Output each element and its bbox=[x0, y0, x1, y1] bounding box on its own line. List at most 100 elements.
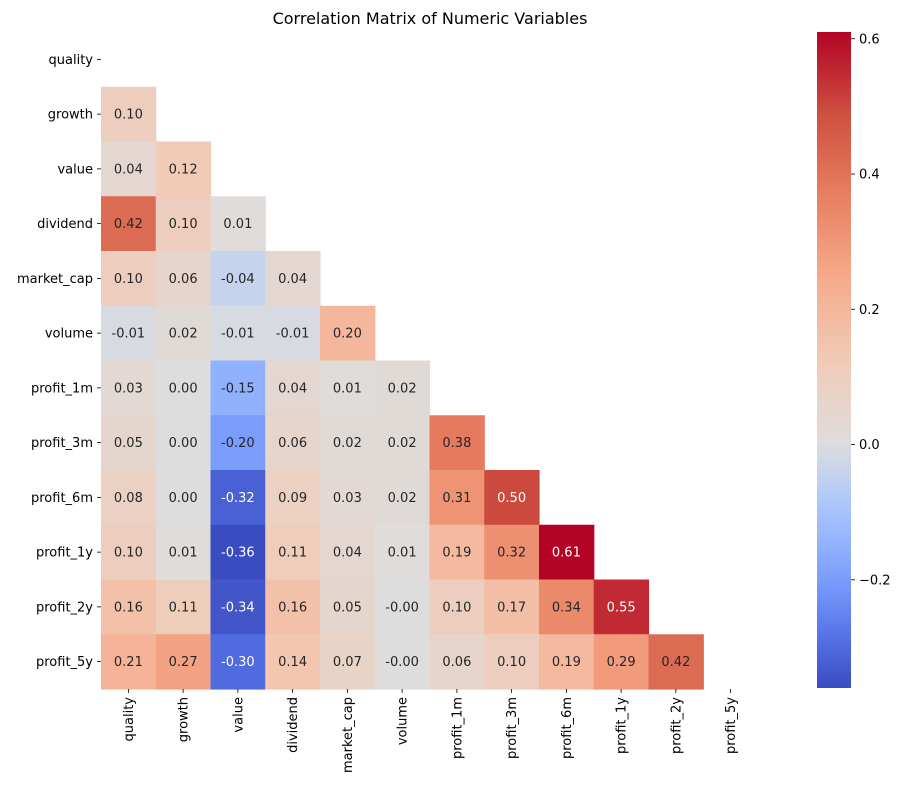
heatmap-cell bbox=[374, 524, 431, 581]
heatmap-cell bbox=[265, 579, 321, 635]
cell-value-label: 0.04 bbox=[333, 546, 362, 561]
cell-value-label: 0.01 bbox=[388, 546, 417, 561]
cell-value-label: -0.32 bbox=[221, 491, 255, 506]
cell-value-label: 0.04 bbox=[278, 272, 307, 287]
heatmap-cell bbox=[265, 305, 321, 362]
heatmap-cell bbox=[155, 415, 212, 471]
cell-value-label: 0.04 bbox=[114, 162, 143, 177]
cell-value-label: 0.55 bbox=[607, 600, 636, 615]
heatmap-cells: 0.10 0.04 0.12 0.42 0.10 0.01 0.10 0.06 -0.04 0.0… bbox=[101, 86, 704, 690]
cell-value-label: 0.27 bbox=[169, 655, 198, 670]
heatmap-cell bbox=[484, 524, 540, 581]
heatmap-cell bbox=[429, 470, 485, 526]
y-axis-tick-label: profit_2y bbox=[36, 600, 93, 615]
heatmap-cell bbox=[320, 415, 376, 471]
x-axis-tick-label: dividend bbox=[286, 697, 301, 753]
heatmap-cell bbox=[265, 251, 321, 307]
heatmap-cell bbox=[155, 196, 212, 252]
heatmap-cell bbox=[155, 141, 212, 197]
cell-value-label: 0.32 bbox=[497, 546, 526, 561]
cell-value-label: 0.50 bbox=[497, 491, 526, 506]
heatmap-cell bbox=[320, 579, 376, 635]
x-axis-tick-label: quality bbox=[122, 697, 137, 742]
heatmap-cell bbox=[484, 579, 540, 635]
cell-value-label: 0.07 bbox=[333, 655, 362, 670]
cell-value-label: 0.14 bbox=[278, 655, 307, 670]
heatmap-cell bbox=[429, 524, 485, 581]
heatmap-cell bbox=[210, 251, 266, 307]
cell-value-label: 0.06 bbox=[442, 655, 471, 670]
heatmap-cell bbox=[374, 415, 431, 471]
heatmap-cell bbox=[320, 634, 376, 690]
cell-value-label: -0.15 bbox=[221, 381, 255, 396]
colorbar-tick-label: 0.0 bbox=[859, 438, 880, 453]
x-axis-tick-label: value bbox=[231, 697, 246, 733]
x-axis-tick-label: profit_1y bbox=[615, 697, 630, 754]
heatmap-cell bbox=[484, 634, 540, 690]
colorbar-tick-label: −0.2 bbox=[859, 573, 891, 588]
cell-value-label: 0.02 bbox=[388, 436, 417, 451]
heatmap-cell bbox=[155, 634, 212, 690]
heatmap-cell bbox=[155, 360, 212, 416]
heatmap-cell bbox=[155, 579, 212, 635]
cell-value-label: -0.01 bbox=[112, 327, 146, 342]
heatmap-cell bbox=[101, 470, 157, 526]
heatmap-cell bbox=[101, 524, 157, 581]
cell-value-label: 0.00 bbox=[169, 436, 198, 451]
x-axis-tick-label: profit_6m bbox=[560, 697, 575, 759]
y-axis-tick-labels: quality growth value dividend market_capvolu… bbox=[17, 53, 101, 670]
cell-value-label: 0.11 bbox=[278, 546, 307, 561]
cell-value-label: 0.16 bbox=[278, 600, 307, 615]
y-axis-tick-label: profit_3m bbox=[31, 436, 93, 451]
heatmap-cell bbox=[101, 415, 157, 471]
cell-value-label: 0.02 bbox=[388, 491, 417, 506]
heatmap-cell bbox=[539, 524, 595, 581]
heatmap-cell bbox=[320, 360, 376, 416]
x-axis-tick-label: profit_5y bbox=[724, 697, 739, 754]
x-axis-tick-label: market_cap bbox=[341, 697, 356, 773]
heatmap-cell bbox=[101, 579, 157, 635]
heatmap-cell bbox=[374, 634, 431, 690]
cell-value-label: 0.01 bbox=[333, 381, 362, 396]
cell-value-label: -0.00 bbox=[385, 655, 419, 670]
heatmap-cell bbox=[101, 141, 157, 197]
heatmap-cell bbox=[429, 579, 485, 635]
heatmap-cell bbox=[265, 470, 321, 526]
cell-value-label: -0.04 bbox=[221, 272, 255, 287]
cell-value-label: 0.06 bbox=[278, 436, 307, 451]
cell-value-label: 0.03 bbox=[114, 381, 143, 396]
cell-value-label: 0.19 bbox=[552, 655, 581, 670]
colorbar-tick-label: 0.4 bbox=[859, 168, 880, 183]
cell-value-label: 0.02 bbox=[169, 327, 198, 342]
colorbar-tick-label: 0.2 bbox=[859, 303, 880, 318]
cell-value-label: 0.04 bbox=[278, 381, 307, 396]
heatmap-cell bbox=[320, 305, 376, 362]
cell-value-label: -0.01 bbox=[221, 327, 255, 342]
heatmap-cell bbox=[593, 634, 650, 690]
heatmap-cell bbox=[155, 524, 212, 581]
cell-value-label: 0.19 bbox=[442, 546, 471, 561]
heatmap-cell bbox=[210, 360, 266, 416]
x-axis-tick-label: volume bbox=[396, 697, 411, 745]
cell-value-label: 0.12 bbox=[169, 162, 198, 177]
heatmap-cell bbox=[101, 86, 157, 143]
cell-value-label: 0.29 bbox=[607, 655, 636, 670]
cell-value-label: 0.17 bbox=[497, 600, 526, 615]
cell-value-label: 0.31 bbox=[442, 491, 471, 506]
heatmap-cell bbox=[593, 579, 650, 635]
cell-value-label: 0.42 bbox=[114, 217, 143, 232]
y-axis-tick-label: profit_6m bbox=[31, 491, 93, 506]
cell-value-label: 0.05 bbox=[114, 436, 143, 451]
cell-value-label: 0.38 bbox=[442, 436, 471, 451]
heatmap-cell bbox=[101, 360, 157, 416]
cell-value-label: 0.00 bbox=[169, 491, 198, 506]
cell-value-label: 0.03 bbox=[333, 491, 362, 506]
y-axis-tick-label: volume bbox=[45, 327, 93, 342]
cell-value-label: 0.21 bbox=[114, 655, 143, 670]
heatmap-cell bbox=[374, 360, 431, 416]
cell-value-label: -0.20 bbox=[221, 436, 255, 451]
y-axis-tick-label: growth bbox=[48, 108, 93, 123]
heatmap-cell bbox=[265, 524, 321, 581]
heatmap-cell bbox=[155, 251, 212, 307]
